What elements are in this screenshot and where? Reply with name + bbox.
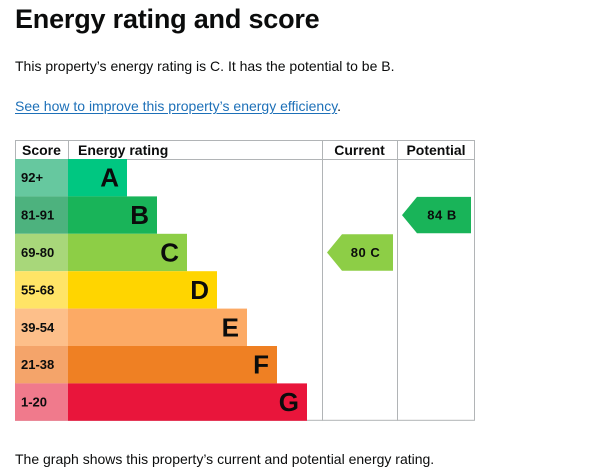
- header-current: Current: [334, 142, 385, 158]
- rating-bar-a: [68, 159, 127, 197]
- potential-rating-arrow: [402, 196, 471, 234]
- score-label-e: 39-54: [21, 320, 55, 335]
- rating-bar-d: [68, 271, 217, 309]
- potential-rating-label: 84 B: [427, 208, 456, 223]
- header-potential: Potential: [406, 142, 465, 158]
- rating-bar-c: [68, 233, 187, 272]
- score-cell-d: [15, 271, 68, 309]
- score-label-f: 21-38: [21, 357, 54, 372]
- rating-bar-e: [68, 308, 247, 346]
- rating-letter-d: D: [190, 275, 209, 305]
- rating-letter-e: E: [222, 312, 239, 342]
- score-cell-e: [15, 308, 68, 346]
- score-cell-c: [15, 233, 68, 272]
- improve-link-suffix: .: [337, 98, 342, 114]
- rating-letter-c: C: [160, 238, 179, 268]
- score-label-d: 55-68: [21, 282, 54, 297]
- improve-efficiency-link[interactable]: See how to improve this property’s energ…: [15, 98, 338, 114]
- score-label-b: 81-91: [21, 208, 54, 223]
- rating-letter-b: B: [130, 200, 149, 230]
- score-label-g: 1-20: [21, 395, 47, 410]
- header-score: Score: [22, 142, 61, 158]
- improve-link-row: See how to improve this property’s energ…: [15, 98, 341, 114]
- score-cell-f: [15, 346, 68, 384]
- rating-letter-f: F: [253, 350, 269, 380]
- header-energy-rating: Energy rating: [78, 142, 168, 158]
- page-title: Energy rating and score: [15, 4, 320, 34]
- current-rating-arrow: [327, 234, 393, 271]
- score-cell-a: [15, 159, 68, 197]
- score-cell-g: [15, 383, 68, 421]
- rating-bar-b: [68, 196, 157, 234]
- rating-bar-g: [68, 383, 307, 421]
- rating-summary: This property’s energy rating is C. It h…: [15, 58, 395, 74]
- score-label-a: 92+: [21, 170, 43, 185]
- score-label-c: 69-80: [21, 245, 54, 260]
- current-rating-label: 80 C: [351, 245, 381, 260]
- score-cell-b: [15, 196, 68, 234]
- rating-letter-g: G: [279, 387, 299, 417]
- rating-letter-a: A: [100, 163, 119, 193]
- graph-caption: The graph shows this property’s current …: [15, 451, 435, 467]
- rating-bar-f: [68, 346, 277, 384]
